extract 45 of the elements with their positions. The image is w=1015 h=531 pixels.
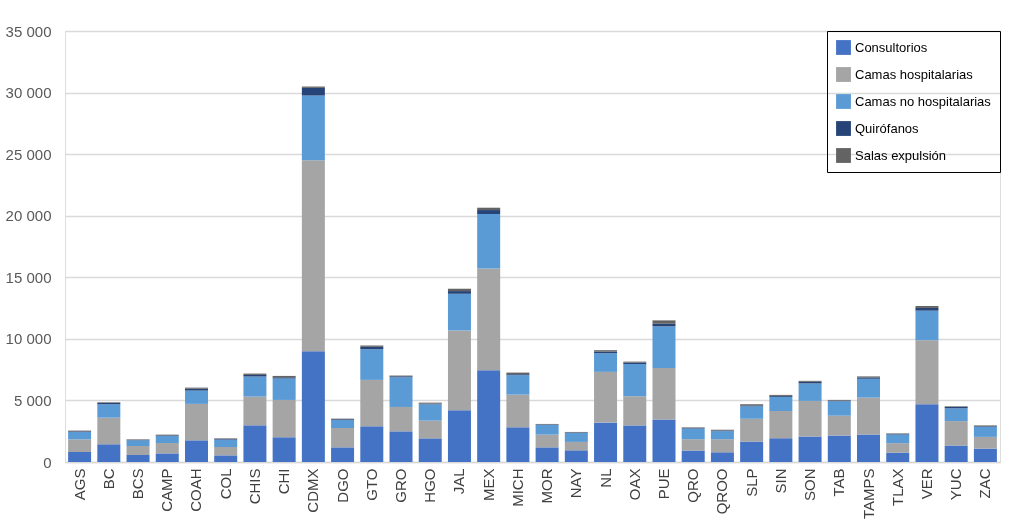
y-tick-label: 20 000 — [5, 207, 52, 225]
x-tick-label: MICH — [508, 468, 526, 507]
x-tick-label: BC — [99, 468, 117, 490]
x-tick-label: COAH — [187, 468, 205, 512]
x-tick-label: GTO — [362, 468, 380, 501]
legend-label: Camas no hospitalarias — [855, 93, 992, 109]
x-tick-label: TLAX — [888, 468, 906, 507]
x-tick-label: HGO — [421, 468, 439, 503]
x-tick-label: CDMX — [304, 468, 322, 513]
x-tick-label: COL — [216, 468, 234, 500]
legend-label: Camas hospitalarias — [855, 66, 974, 82]
y-tick-label: 0 — [43, 453, 52, 471]
x-tick-label: VER — [917, 468, 935, 500]
y-tick-label: 15 000 — [5, 268, 52, 286]
x-tick-label: CHI — [275, 468, 293, 495]
x-tick-label: OAX — [625, 468, 643, 501]
x-tick-label: SON — [801, 468, 819, 502]
x-tick-label: QRO — [684, 468, 702, 503]
x-tick-label: SLP — [742, 468, 760, 497]
x-tick-label: CHIS — [245, 468, 263, 505]
legend-label: Consultorios — [855, 39, 928, 55]
x-tick-label: TAMPS — [859, 468, 877, 520]
y-tick-label: 5 000 — [13, 391, 52, 409]
y-tick-label: 35 000 — [5, 22, 52, 40]
x-tick-label: PUE — [654, 468, 672, 500]
x-tick-label: CAMP — [158, 468, 176, 512]
x-tick-label: TAB — [830, 468, 848, 497]
legend-label: Quirófanos — [855, 120, 920, 136]
y-tick-label: 10 000 — [5, 330, 52, 348]
x-tick-label: DGO — [333, 468, 351, 503]
x-tick-label: JAL — [450, 468, 468, 495]
x-tick-label: YUC — [947, 468, 965, 501]
x-tick-label: QROO — [713, 468, 731, 515]
x-tick-label: MOR — [538, 468, 556, 504]
legend-label: Salas expulsión — [855, 147, 947, 163]
x-tick-label: MEX — [479, 468, 497, 502]
y-tick-label: 30 000 — [5, 84, 52, 102]
x-tick-label: NAY — [567, 468, 585, 499]
x-tick-label: BCS — [129, 468, 147, 500]
x-tick-label: AGS — [70, 468, 88, 501]
x-tick-label: GRO — [392, 468, 410, 503]
x-tick-label: NL — [596, 468, 614, 488]
x-tick-label: SIN — [771, 468, 789, 494]
y-tick-label: 25 000 — [5, 145, 52, 163]
x-tick-label: ZAC — [976, 468, 994, 499]
